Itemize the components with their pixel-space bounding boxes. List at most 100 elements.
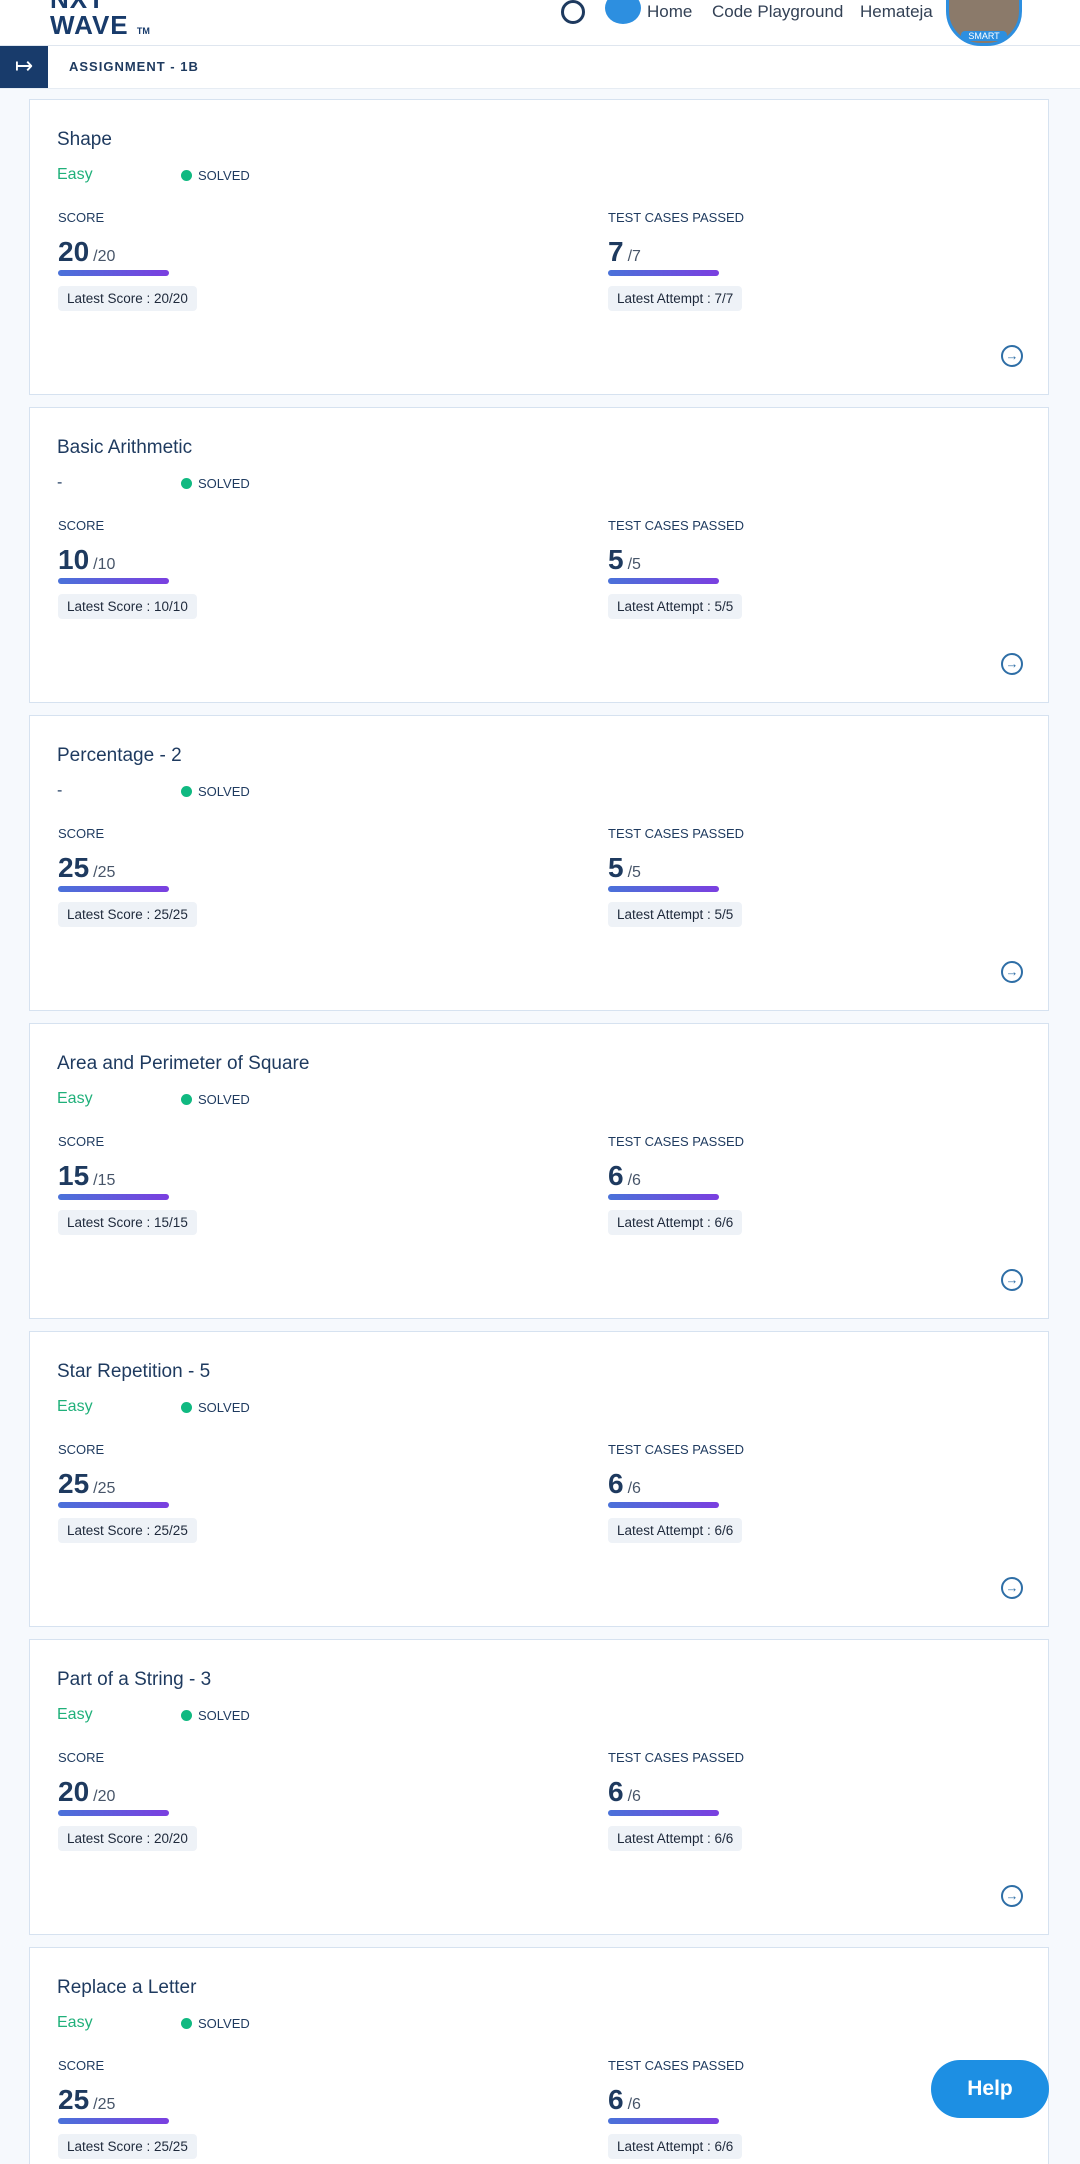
tests-label: TEST CASES PASSED (608, 210, 745, 225)
logo[interactable]: NXTWAVE TM (50, 0, 150, 44)
difficulty: Easy (57, 1706, 93, 1723)
sidebar-toggle[interactable]: ↦ (0, 46, 48, 88)
tests-label: TEST CASES PASSED (608, 2058, 745, 2073)
score-max: /25 (93, 1480, 116, 1497)
open-arrow[interactable]: → (1001, 345, 1023, 367)
open-arrow[interactable]: → (1001, 1577, 1023, 1599)
theme-icon[interactable] (561, 0, 585, 24)
latest-chip: Latest Score : 20/20 (58, 286, 197, 311)
score-value: 20 (58, 1776, 90, 1807)
status-dot (181, 1402, 192, 1413)
difficulty: Easy (57, 2014, 93, 2031)
status: SOLVED (198, 1400, 250, 1415)
avatar[interactable]: SMART (946, 0, 1022, 46)
progress-fill (608, 578, 719, 584)
tests-value: 6 (608, 1160, 624, 1191)
latest-chip: Latest Attempt : 5/5 (608, 902, 743, 927)
difficulty: - (57, 474, 63, 491)
logo-mark: TM (136, 26, 150, 36)
progress-fill (58, 1810, 169, 1816)
problem-card[interactable]: Replace a Letter Easy SOLVED SCORE 25/25 Late… (29, 1947, 1049, 2164)
open-arrow[interactable]: → (1001, 1885, 1023, 1907)
tests-column: TEST CASES PASSED 5/5 Latest Attempt : 5/5 (608, 826, 908, 927)
score-row: 15/15 (58, 1154, 358, 1192)
latest-chip: Latest Attempt : 7/7 (608, 286, 743, 311)
tests-row: 6/6 (608, 1770, 908, 1808)
help-button[interactable]: Help (931, 2060, 1049, 2118)
latest-chip: Latest Score : 25/25 (58, 2134, 197, 2159)
latest-chip: Latest Score : 25/25 (58, 1518, 197, 1543)
status-dot (181, 786, 192, 797)
score-value: 25 (58, 852, 90, 883)
score-row: 20/20 (58, 230, 358, 268)
progress-track (608, 886, 719, 892)
progress-fill (608, 1502, 719, 1508)
progress-track (58, 1502, 169, 1508)
score-label: SCORE (58, 518, 105, 533)
latest-chip: Latest Attempt : 6/6 (608, 1518, 743, 1543)
difficulty: - (57, 782, 63, 799)
tests-row: 6/6 (608, 1154, 908, 1192)
score-value: 20 (58, 236, 90, 267)
nav-playground[interactable]: Code Playground (712, 2, 844, 21)
latest-chip: Latest Score : 15/15 (58, 1210, 197, 1235)
progress-track (58, 1194, 169, 1200)
status-dot (181, 1710, 192, 1721)
latest-chip: Latest Score : 10/10 (58, 594, 197, 619)
tests-max: /6 (627, 2096, 641, 2113)
assignment-bar: ↦ ASSIGNMENT - 1B (0, 46, 1080, 89)
problem-card[interactable]: Star Repetition - 5 Easy SOLVED SCORE 25/25 L… (29, 1331, 1049, 1627)
tests-max: /6 (627, 1788, 641, 1805)
nav-user[interactable]: Hemateja (860, 2, 933, 21)
score-label: SCORE (58, 1750, 105, 1765)
problem-title: Shape (57, 129, 112, 150)
problem-title: Area and Perimeter of Square (57, 1053, 310, 1074)
difficulty: Easy (57, 166, 93, 183)
tests-value: 6 (608, 1468, 624, 1499)
score-value: 25 (58, 2084, 90, 2115)
status-dot (181, 1094, 192, 1105)
open-arrow[interactable]: → (1001, 653, 1023, 675)
problem-card[interactable]: Area and Perimeter of Square Easy SOLVED SC… (29, 1023, 1049, 1319)
tests-value: 7 (608, 236, 624, 267)
progress-track (608, 1502, 719, 1508)
score-max: /20 (93, 1788, 116, 1805)
progress-fill (58, 886, 169, 892)
problem-title: Star Repetition - 5 (57, 1361, 211, 1382)
problem-card[interactable]: Shape Easy SOLVED SCORE 20/20 Latest Score : … (29, 99, 1049, 395)
status-dot (181, 478, 192, 489)
difficulty: Easy (57, 1398, 93, 1415)
progress-fill (608, 886, 719, 892)
score-value: 15 (58, 1160, 90, 1191)
problem-card[interactable]: Percentage - 2 - SOLVED SCORE 25/25 Latest Sc… (29, 715, 1049, 1011)
score-max: /10 (93, 556, 116, 573)
tests-max: /5 (627, 864, 641, 881)
tests-column: TEST CASES PASSED 6/6 Latest Attempt : 6/6 (608, 1134, 908, 1235)
progress-track (58, 578, 169, 584)
score-column: SCORE 15/15 Latest Score : 15/15 (58, 1134, 358, 1235)
score-label: SCORE (58, 826, 105, 841)
progress-track (58, 270, 169, 276)
difficulty: Easy (57, 1090, 93, 1107)
chat-icon[interactable] (605, 0, 641, 24)
tests-value: 6 (608, 1776, 624, 1807)
progress-fill (608, 270, 719, 276)
nav-home[interactable]: Home (647, 2, 693, 21)
open-arrow[interactable]: → (1001, 1269, 1023, 1291)
tests-max: /6 (627, 1172, 641, 1189)
tests-value: 6 (608, 2084, 624, 2115)
tests-label: TEST CASES PASSED (608, 826, 745, 841)
progress-track (608, 1810, 719, 1816)
progress-track (608, 2118, 719, 2124)
problem-card[interactable]: Basic Arithmetic - SOLVED SCORE 10/10 Latest … (29, 407, 1049, 703)
problem-card[interactable]: Part of a String - 3 Easy SOLVED SCORE 20/20… (29, 1639, 1049, 1935)
latest-chip: Latest Attempt : 5/5 (608, 594, 743, 619)
open-arrow[interactable]: → (1001, 961, 1023, 983)
tests-row: 6/6 (608, 1462, 908, 1500)
tests-column: TEST CASES PASSED 6/6 Latest Attempt : 6/6 (608, 1442, 908, 1543)
status-dot (181, 2018, 192, 2029)
status: SOLVED (198, 1708, 250, 1723)
tests-column: TEST CASES PASSED 6/6 Latest Attempt : 6/6 (608, 2058, 908, 2159)
score-column: SCORE 25/25 Latest Score : 25/25 (58, 826, 358, 927)
